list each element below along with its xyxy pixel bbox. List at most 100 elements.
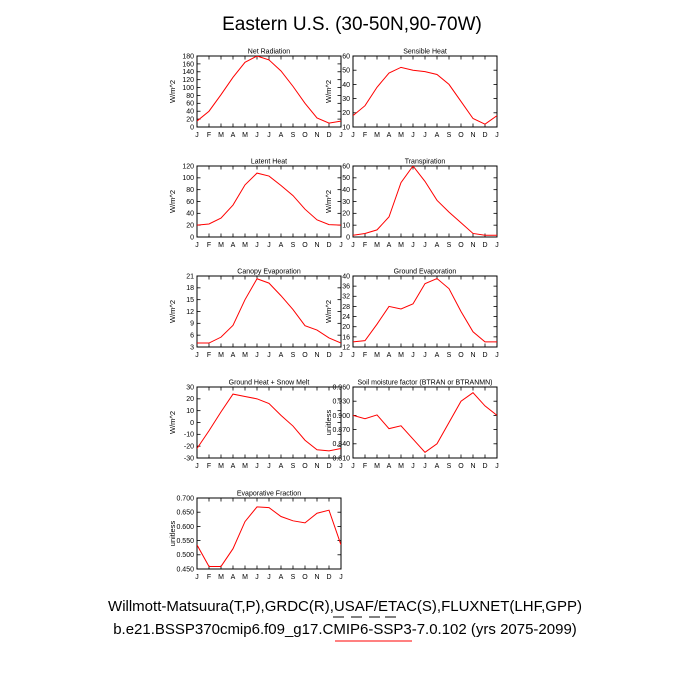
y-tick-label: 100 — [182, 85, 194, 92]
y-tick-label: 24 — [342, 314, 350, 321]
y-tick-label: 21 — [186, 273, 194, 280]
x-tick-label: J — [267, 463, 271, 470]
y-tick-label: 80 — [186, 93, 194, 100]
x-tick-label: M — [374, 132, 380, 139]
y-tick-label: 3 — [190, 344, 194, 351]
x-tick-label: D — [326, 352, 331, 359]
series-line-1 — [353, 66, 497, 125]
x-tick-label: J — [195, 132, 199, 139]
y-tick-label: 60 — [342, 163, 350, 170]
panel-title: Latent Heat — [251, 159, 287, 166]
x-tick-label: O — [458, 242, 464, 249]
x-tick-label: D — [326, 574, 331, 581]
x-tick-label: N — [470, 132, 475, 139]
x-tick-label: A — [279, 463, 284, 470]
x-tick-label: F — [207, 242, 211, 249]
y-tick-label: 0 — [346, 234, 350, 241]
x-tick-label: N — [314, 132, 319, 139]
x-tick-label: J — [411, 132, 415, 139]
x-tick-label: S — [447, 463, 452, 470]
x-tick-label: N — [470, 352, 475, 359]
y-tick-label: 0.550 — [176, 538, 194, 545]
x-tick-label: A — [231, 463, 236, 470]
x-tick-label: D — [482, 463, 487, 470]
y-tick-label: 0.500 — [176, 552, 194, 559]
x-tick-label: D — [482, 242, 487, 249]
x-tick-label: A — [231, 352, 236, 359]
plot-frame — [352, 165, 498, 238]
footer-line-2: b.e21.BSSP370cmip6.f09_g17.CMIP6-SSP3-7.… — [113, 621, 577, 638]
y-tick-label: 0.840 — [332, 441, 350, 448]
x-tick-label: D — [482, 352, 487, 359]
x-tick-label: F — [207, 463, 211, 470]
y-tick-label: 20 — [342, 110, 350, 117]
y-tick-label: 6 — [190, 333, 194, 340]
series-line-1 — [197, 506, 341, 567]
x-tick-label: F — [363, 352, 367, 359]
plot-frame — [196, 55, 342, 128]
y-tick-label: 180 — [182, 53, 194, 60]
y-axis-label: W/m^2 — [168, 300, 177, 323]
y-tick-label: 40 — [342, 187, 350, 194]
x-tick-label: M — [218, 463, 224, 470]
x-tick-label: J — [255, 132, 259, 139]
series-line-1 — [353, 166, 497, 236]
x-tick-label: J — [351, 352, 355, 359]
x-tick-label: J — [267, 132, 271, 139]
x-tick-label: D — [326, 132, 331, 139]
panel-title: Ground Heat + Snow Melt — [229, 380, 310, 387]
x-tick-label: J — [495, 132, 499, 139]
x-tick-label: D — [326, 242, 331, 249]
x-tick-label: A — [231, 242, 236, 249]
x-tick-label: F — [207, 352, 211, 359]
series-line-1 — [353, 392, 497, 453]
y-tick-label: 16 — [342, 334, 350, 341]
y-tick-label: 0.450 — [176, 566, 194, 573]
y-tick-label: 60 — [186, 199, 194, 206]
x-tick-label: J — [495, 242, 499, 249]
x-tick-label: J — [267, 242, 271, 249]
x-tick-label: J — [255, 352, 259, 359]
x-tick-label: M — [242, 132, 248, 139]
x-tick-label: M — [242, 242, 248, 249]
x-tick-label: A — [435, 463, 440, 470]
panel-title: Transpiration — [405, 159, 446, 166]
y-tick-label: 18 — [186, 285, 194, 292]
x-tick-label: O — [458, 352, 464, 359]
x-tick-label: S — [291, 132, 296, 139]
x-tick-label: A — [279, 242, 284, 249]
x-tick-label: J — [267, 352, 271, 359]
x-tick-label: O — [302, 352, 308, 359]
x-tick-label: J — [339, 132, 343, 139]
y-axis-label: W/m^2 — [324, 300, 333, 323]
x-tick-label: J — [195, 242, 199, 249]
x-tick-label: M — [398, 352, 404, 359]
x-tick-label: J — [195, 463, 199, 470]
x-tick-label: A — [435, 352, 440, 359]
y-axis-label: W/m^2 — [168, 411, 177, 434]
y-tick-label: 10 — [342, 223, 350, 230]
plot-frame — [196, 497, 342, 570]
y-tick-label: 20 — [186, 117, 194, 124]
panels-group: Net RadiationW/m^20204060801001201401601… — [168, 49, 499, 582]
x-tick-label: O — [302, 574, 308, 581]
y-tick-label: 0.700 — [176, 495, 194, 502]
y-tick-label: 20 — [186, 396, 194, 403]
x-tick-label: J — [267, 574, 271, 581]
x-tick-label: N — [314, 463, 319, 470]
panel-title: Net Radiation — [248, 49, 291, 56]
x-tick-label: M — [374, 352, 380, 359]
y-tick-label: 0.870 — [332, 427, 350, 434]
y-tick-label: 0.810 — [332, 455, 350, 462]
main-title: Eastern U.S. (30-50N,90-70W) — [222, 14, 482, 35]
y-tick-label: 0.650 — [176, 510, 194, 517]
x-tick-label: O — [302, 463, 308, 470]
x-tick-label: S — [291, 574, 296, 581]
x-tick-label: J — [255, 242, 259, 249]
y-tick-label: 0.960 — [332, 384, 350, 391]
x-tick-label: F — [363, 242, 367, 249]
x-tick-label: S — [447, 352, 452, 359]
